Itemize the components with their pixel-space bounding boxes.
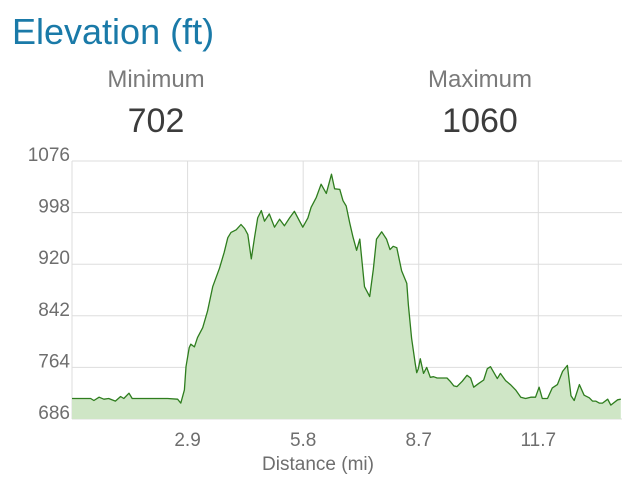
maximum-stat: Maximum 1060 (380, 66, 580, 140)
x-tick-label: 11.7 (521, 430, 557, 451)
x-tick-label: 5.8 (290, 430, 316, 451)
y-tick-label: 686 (38, 403, 70, 424)
y-tick-label: 842 (38, 300, 70, 321)
x-tick-label: 8.7 (406, 430, 432, 451)
elevation-line (72, 173, 621, 406)
y-axis-ticks: 1076 998 920 842 764 686 (28, 145, 71, 424)
minimum-stat: Minimum 702 (56, 66, 256, 140)
elevation-area (72, 174, 621, 419)
x-axis-ticks: 2.9 5.8 8.7 11.7 (174, 430, 556, 451)
minimum-value: 702 (127, 102, 185, 140)
maximum-value: 1060 (442, 102, 518, 140)
y-tick-label: 998 (38, 197, 70, 218)
minimum-label: Minimum (107, 66, 205, 93)
x-tick-label: 2.9 (174, 430, 200, 451)
y-tick-label: 764 (38, 351, 70, 372)
y-tick-label: 920 (38, 248, 70, 269)
x-axis-title: Distance (mi) (262, 454, 374, 475)
elevation-chart: 1076 998 920 842 764 686 2.9 5.8 8.7 11.7 Distan… (28, 145, 622, 475)
page-title: Elevation (ft) (12, 11, 215, 52)
y-tick-label: 1076 (28, 145, 70, 166)
maximum-label: Maximum (427, 66, 532, 93)
